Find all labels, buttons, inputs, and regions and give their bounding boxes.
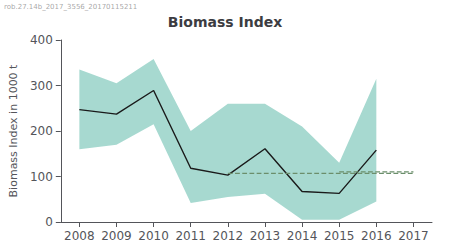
svg-text:2013: 2013 [250, 229, 281, 243]
svg-text:rob.27.14b_2017_3556_201701152: rob.27.14b_2017_3556_20170115211 [4, 3, 137, 11]
svg-text:2010: 2010 [138, 229, 169, 243]
svg-text:100: 100 [30, 170, 53, 184]
svg-text:2009: 2009 [101, 229, 132, 243]
svg-text:2012: 2012 [213, 229, 244, 243]
svg-text:2017: 2017 [398, 229, 429, 243]
svg-text:2015: 2015 [324, 229, 355, 243]
svg-text:2016: 2016 [361, 229, 392, 243]
svg-text:2011: 2011 [175, 229, 206, 243]
svg-text:2008: 2008 [64, 229, 95, 243]
svg-text:400: 400 [30, 33, 53, 47]
svg-text:Biomass Index: Biomass Index [168, 14, 282, 30]
svg-text:0: 0 [45, 215, 53, 229]
svg-text:200: 200 [30, 124, 53, 138]
svg-text:Biomass Index in 1000 t: Biomass Index in 1000 t [7, 64, 20, 198]
svg-text:300: 300 [30, 79, 53, 93]
svg-text:2014: 2014 [287, 229, 318, 243]
